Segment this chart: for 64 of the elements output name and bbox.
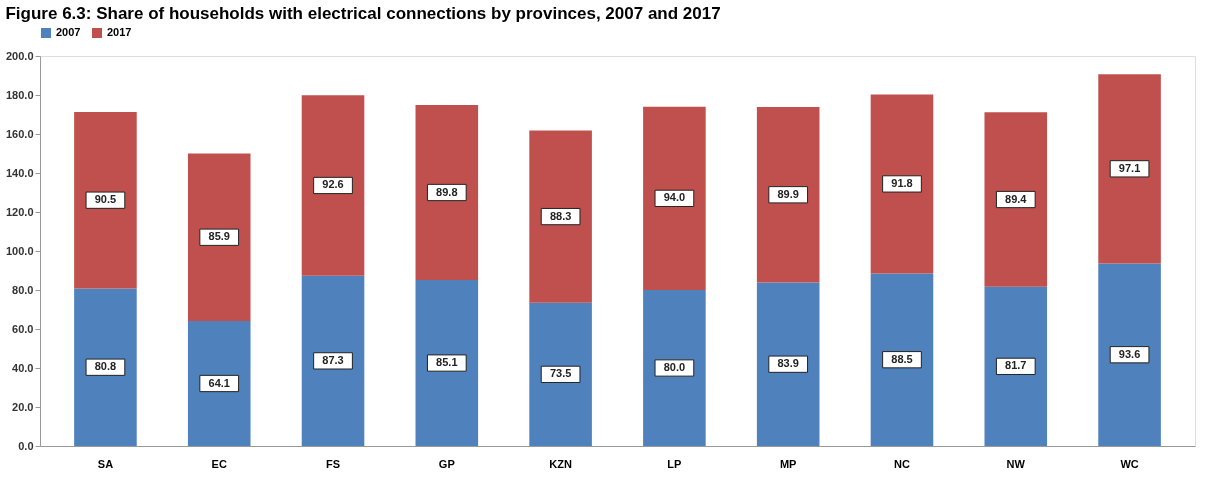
y-tick-label: 0.0 <box>18 439 34 452</box>
y-tick-label: 80.0 <box>12 283 34 296</box>
data-label: 85.9 <box>208 230 230 243</box>
data-label: 83.9 <box>777 357 799 370</box>
x-tick-label: LP <box>667 457 682 470</box>
bar <box>187 153 251 322</box>
bar <box>643 290 706 446</box>
data-label: 87.3 <box>322 353 344 366</box>
data-label: 80.8 <box>94 360 117 373</box>
data-label: 91.8 <box>891 176 913 189</box>
x-tick-label: MP <box>779 457 797 470</box>
y-tick-label: 60.0 <box>12 322 34 335</box>
bar <box>1098 263 1161 446</box>
y-tick-label: 160.0 <box>5 127 34 140</box>
x-tick-label: WC <box>1120 457 1139 470</box>
bar <box>529 130 592 303</box>
data-label: 85.1 <box>436 356 458 369</box>
legend-label: 2017 <box>107 26 132 38</box>
data-label: 81.7 <box>1005 359 1027 372</box>
y-tick-label: 140.0 <box>5 166 34 179</box>
data-label: 89.9 <box>777 187 799 200</box>
data-label: 88.5 <box>891 352 913 365</box>
x-tick-label: NC <box>894 457 910 470</box>
y-tick-label: 180.0 <box>5 88 34 101</box>
x-tick-label: EC <box>211 457 227 470</box>
bar <box>870 94 934 274</box>
y-tick-label: 40.0 <box>12 361 34 374</box>
x-tick-label: NW <box>1006 457 1026 470</box>
x-tick-label: GP <box>438 457 455 470</box>
data-label: 94.0 <box>663 191 686 204</box>
x-tick-label: FS <box>325 457 341 470</box>
bar <box>415 280 479 446</box>
y-tick-label: 200.0 <box>5 49 34 62</box>
bar <box>74 111 137 289</box>
data-label: 92.6 <box>322 178 344 191</box>
data-label: 64.1 <box>208 376 230 389</box>
data-label: 89.8 <box>436 185 458 198</box>
chart-title: Figure 6.3: Share of households with electrical connections by provinces, 2007 and 2017 <box>5 4 721 23</box>
bar <box>301 95 365 276</box>
bar <box>415 104 479 281</box>
data-label: 80.0 <box>663 361 686 373</box>
y-tick-label: 100.0 <box>5 244 34 257</box>
bar <box>756 107 820 283</box>
bar <box>756 282 820 446</box>
data-label: 73.5 <box>549 367 572 380</box>
data-label: 89.4 <box>1005 192 1028 205</box>
bar <box>984 286 1048 446</box>
bar <box>870 273 934 446</box>
y-tick-label: 20.0 <box>12 400 34 413</box>
bar <box>187 321 251 446</box>
bar <box>74 288 137 446</box>
x-tick-label: SA <box>97 457 114 470</box>
data-label: 90.5 <box>94 193 117 206</box>
legend-label: 2007 <box>56 26 81 38</box>
bar <box>301 275 365 446</box>
x-tick-label: KZN <box>549 457 572 470</box>
y-tick-label: 120.0 <box>5 205 34 218</box>
data-label: 88.3 <box>549 209 572 222</box>
bar <box>984 112 1048 287</box>
bar <box>643 106 706 290</box>
data-label: 93.6 <box>1118 347 1141 360</box>
bar <box>1098 74 1161 264</box>
bar <box>529 302 592 446</box>
data-label: 97.1 <box>1118 161 1141 174</box>
